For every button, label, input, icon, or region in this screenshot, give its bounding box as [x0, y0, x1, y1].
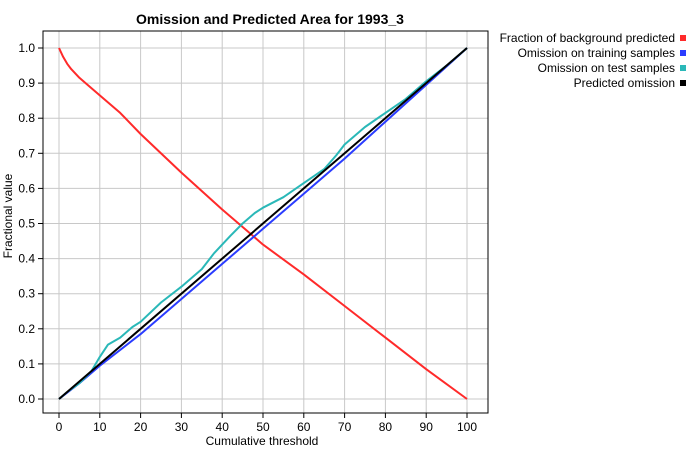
- y-tick-label: 0.7: [18, 146, 35, 160]
- y-tick-label: 0.6: [18, 181, 35, 195]
- x-tick-label: 0: [56, 420, 63, 434]
- x-tick-label: 70: [338, 420, 352, 434]
- y-tick-label: 0.9: [18, 76, 35, 90]
- series-group: [58, 47, 468, 400]
- y-tick-label: 0.0: [18, 392, 35, 406]
- legend-swatch: [680, 50, 686, 56]
- x-tick-label: 80: [379, 420, 393, 434]
- legend-label: Omission on test samples: [538, 61, 675, 75]
- legend: Fraction of background predictedOmission…: [500, 31, 686, 90]
- legend-label: Omission on training samples: [518, 46, 675, 60]
- x-tick-label: 10: [93, 420, 107, 434]
- x-tick-label: 60: [297, 420, 311, 434]
- y-axis-label: Fractional value: [1, 173, 15, 258]
- x-tick-label: 100: [457, 420, 477, 434]
- x-tick-label: 50: [256, 420, 270, 434]
- series-line-fraction-of-background-predicted: [58, 47, 468, 400]
- y-tick-label: 1.0: [18, 41, 35, 55]
- x-tick-label: 90: [420, 420, 434, 434]
- legend-swatch: [680, 65, 686, 71]
- y-tick-label: 0.5: [18, 217, 35, 231]
- x-axis-label: Cumulative threshold: [206, 434, 319, 448]
- legend-label: Fraction of background predicted: [500, 31, 675, 45]
- x-tick-label: 20: [134, 420, 148, 434]
- x-tick-label: 30: [175, 420, 189, 434]
- series-line-omission-on-training-samples: [58, 47, 468, 400]
- y-tick-label: 0.4: [18, 252, 35, 266]
- y-tick-label: 0.3: [18, 287, 35, 301]
- series-line-predicted-omission: [58, 47, 468, 400]
- series-line-omission-on-test-samples: [58, 47, 468, 400]
- legend-swatch: [680, 35, 686, 41]
- axis-ticks: 0 10 20 30 40 50 60 70 80 90 100 0.0 0.1 0.2 0.3 0.4 0.5…: [18, 41, 477, 434]
- grid: [43, 31, 488, 413]
- chart-title: Omission and Predicted Area for 1993_3: [136, 11, 404, 27]
- x-tick-label: 40: [216, 420, 230, 434]
- legend-swatch: [680, 80, 686, 86]
- y-tick-label: 0.1: [18, 357, 35, 371]
- plot-frame: [42, 30, 489, 414]
- legend-label: Predicted omission: [574, 76, 675, 90]
- y-tick-label: 0.8: [18, 111, 35, 125]
- y-tick-label: 0.2: [18, 322, 35, 336]
